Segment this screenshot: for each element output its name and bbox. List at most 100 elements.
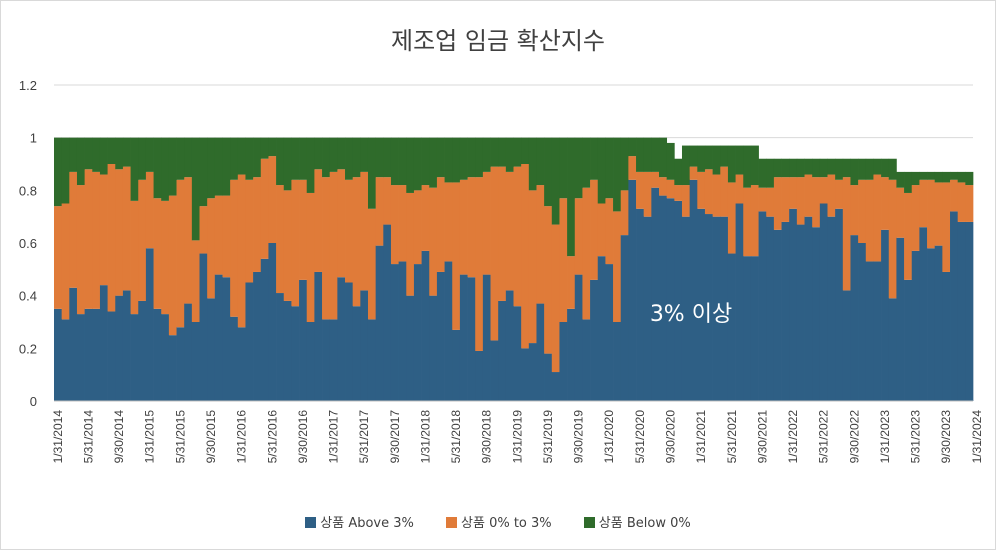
bar-segment-0-to-3 [268,156,277,243]
bar-segment-below-0 [130,137,139,201]
bar-segment-above-3 [237,327,246,401]
bar-segment-0-to-3 [475,177,484,351]
bar-segment-0-to-3 [145,171,154,249]
bar-segment-0-to-3 [904,192,913,280]
bar-segment-below-0 [498,137,507,167]
bar-segment-below-0 [475,137,484,178]
x-tick-label: 5/31/2015 [173,410,187,464]
bar-segment-0-to-3 [773,177,782,230]
bar-segment-0-to-3 [643,171,652,217]
legend: 상품 Above 3% 상품 0% to 3% 상품 Below 0% [1,512,995,531]
chart-title: 제조업 임금 확산지수 [391,27,605,55]
bar-segment-below-0 [222,137,231,196]
bar-segment-0-to-3 [345,179,354,283]
bar-segment-below-0 [781,158,790,178]
bar-segment-below-0 [505,137,514,172]
bar-segment-above-3 [490,340,499,401]
bar-segment-0-to-3 [827,174,836,217]
bar-segment-0-to-3 [574,198,583,275]
bar-segment-above-3 [291,306,300,401]
bar-segment-0-to-3 [222,195,231,278]
bar-segment-0-to-3 [505,171,514,291]
bar-segment-above-3 [406,295,415,401]
bar-segment-below-0 [299,137,308,180]
bar-segment-above-3 [704,214,713,401]
bar-segment-above-3 [222,277,231,401]
bar-segment-0-to-3 [835,179,844,209]
x-tick-label: 5/31/2014 [81,410,95,464]
x-tick-label: 1/31/2014 [51,410,65,464]
bar-segment-0-to-3 [881,177,890,230]
bar-segment-above-3 [253,271,262,401]
bar-segment-above-3 [398,261,407,401]
x-tick-label: 9/30/2014 [112,410,126,464]
bar-segment-0-to-3 [107,164,116,312]
bar-segment-below-0 [766,158,775,188]
bar-segment-0-to-3 [153,198,162,309]
bar-segment-0-to-3 [314,169,323,272]
bar-segment-0-to-3 [850,185,859,236]
bar-segment-above-3 [260,258,269,401]
bar-segment-below-0 [398,137,407,186]
bar-segment-above-3 [268,243,277,401]
bar-segment-below-0 [681,145,690,186]
bar-segment-0-to-3 [322,177,331,320]
bar-segment-below-0 [452,137,461,183]
bar-segment-0-to-3 [452,182,461,330]
bar-segment-below-0 [567,137,576,257]
bar-segment-above-3 [727,253,736,401]
bar-segment-below-0 [322,137,331,178]
bar-segment-0-to-3 [812,177,821,228]
bar-segment-above-3 [99,285,108,401]
bar-segment-above-3 [153,308,162,401]
bar-segment-0-to-3 [230,179,239,317]
bar-segment-below-0 [636,137,645,172]
bar-segment-0-to-3 [796,177,805,225]
bar-segment-0-to-3 [927,179,936,249]
bar-segment-0-to-3 [260,158,269,259]
bar-segment-above-3 [444,261,453,401]
bar-segment-below-0 [773,158,782,178]
bar-segment-below-0 [168,137,177,196]
bar-segment-below-0 [559,137,568,199]
bar-segment-above-3 [613,322,622,401]
bar-segment-below-0 [812,158,821,178]
bar-segment-below-0 [145,137,154,172]
bar-segment-0-to-3 [76,185,85,315]
y-tick-label: 1.2 [19,78,37,93]
bar-segment-below-0 [528,137,537,191]
bar-segment-below-0 [896,171,905,188]
x-tick-label: 9/30/2018 [480,410,494,464]
bar-segment-0-to-3 [957,182,966,222]
bar-segment-below-0 [613,137,622,212]
bar-segment-above-3 [84,308,93,401]
x-tick-label: 9/30/2015 [204,410,218,464]
x-tick-label: 1/31/2024 [970,410,984,464]
y-tick-label: 0.6 [19,236,37,251]
bar-segment-above-3 [191,322,200,401]
bar-segment-below-0 [230,137,239,180]
bar-segment-above-3 [942,271,951,401]
bar-segment-below-0 [750,145,759,186]
bar-segment-below-0 [888,158,897,180]
bar-segment-above-3 [957,221,966,401]
bar-segment-0-to-3 [337,169,346,278]
bar-segment-0-to-3 [659,177,668,196]
bar-segment-below-0 [620,137,629,191]
bar-segment-below-0 [697,145,706,172]
bar-segment-below-0 [92,137,101,172]
bar-segment-above-3 [605,264,614,401]
bar-segment-0-to-3 [84,169,93,309]
bar-segment-0-to-3 [781,177,790,222]
bar-segment-below-0 [283,137,292,191]
bar-segment-above-3 [551,372,560,401]
bar-segment-below-0 [61,137,70,204]
bar-segment-below-0 [84,137,93,170]
bar-segment-0-to-3 [735,174,744,204]
bar-segment-below-0 [276,137,285,186]
bar-segment-above-3 [475,350,484,401]
bar-segment-below-0 [674,158,683,186]
bar-segment-0-to-3 [253,177,262,272]
bar-segment-0-to-3 [299,179,308,280]
bar-segment-0-to-3 [528,190,537,344]
